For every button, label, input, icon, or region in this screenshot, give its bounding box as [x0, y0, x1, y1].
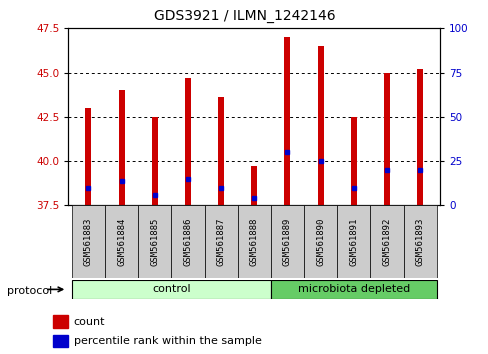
- Bar: [105, 205, 138, 278]
- Text: GSM561884: GSM561884: [117, 217, 126, 266]
- Bar: [118, 90, 124, 205]
- Bar: [151, 117, 158, 205]
- Text: GSM561891: GSM561891: [348, 217, 358, 266]
- Bar: [383, 73, 389, 205]
- Bar: [270, 205, 304, 278]
- Bar: [284, 37, 290, 205]
- Text: control: control: [152, 284, 190, 295]
- Text: GSM561892: GSM561892: [382, 217, 391, 266]
- Text: GSM561887: GSM561887: [216, 217, 225, 266]
- Bar: [171, 205, 204, 278]
- Text: GSM561883: GSM561883: [84, 217, 93, 266]
- Text: GSM561886: GSM561886: [183, 217, 192, 266]
- Bar: [85, 108, 91, 205]
- Text: microbiota depleted: microbiota depleted: [297, 284, 409, 295]
- Bar: [138, 205, 171, 278]
- Text: count: count: [74, 316, 105, 327]
- Text: GSM561885: GSM561885: [150, 217, 159, 266]
- Bar: [251, 166, 257, 205]
- Bar: [72, 205, 105, 278]
- Text: GSM561893: GSM561893: [415, 217, 424, 266]
- Bar: [218, 97, 224, 205]
- Text: GSM561890: GSM561890: [316, 217, 325, 266]
- Bar: [237, 205, 270, 278]
- Bar: [403, 205, 436, 278]
- Bar: [72, 280, 270, 299]
- Bar: [304, 205, 337, 278]
- Bar: [370, 205, 403, 278]
- Text: protocol: protocol: [7, 286, 53, 296]
- Bar: [337, 205, 370, 278]
- Text: GSM561888: GSM561888: [249, 217, 258, 266]
- Text: GDS3921 / ILMN_1242146: GDS3921 / ILMN_1242146: [153, 9, 335, 23]
- Bar: [204, 205, 237, 278]
- Text: percentile rank within the sample: percentile rank within the sample: [74, 336, 261, 346]
- Bar: [270, 280, 436, 299]
- Text: GSM561889: GSM561889: [283, 217, 291, 266]
- Bar: [53, 335, 67, 347]
- Bar: [184, 78, 190, 205]
- Bar: [53, 315, 67, 328]
- Bar: [317, 46, 323, 205]
- Bar: [416, 69, 422, 205]
- Bar: [350, 117, 356, 205]
